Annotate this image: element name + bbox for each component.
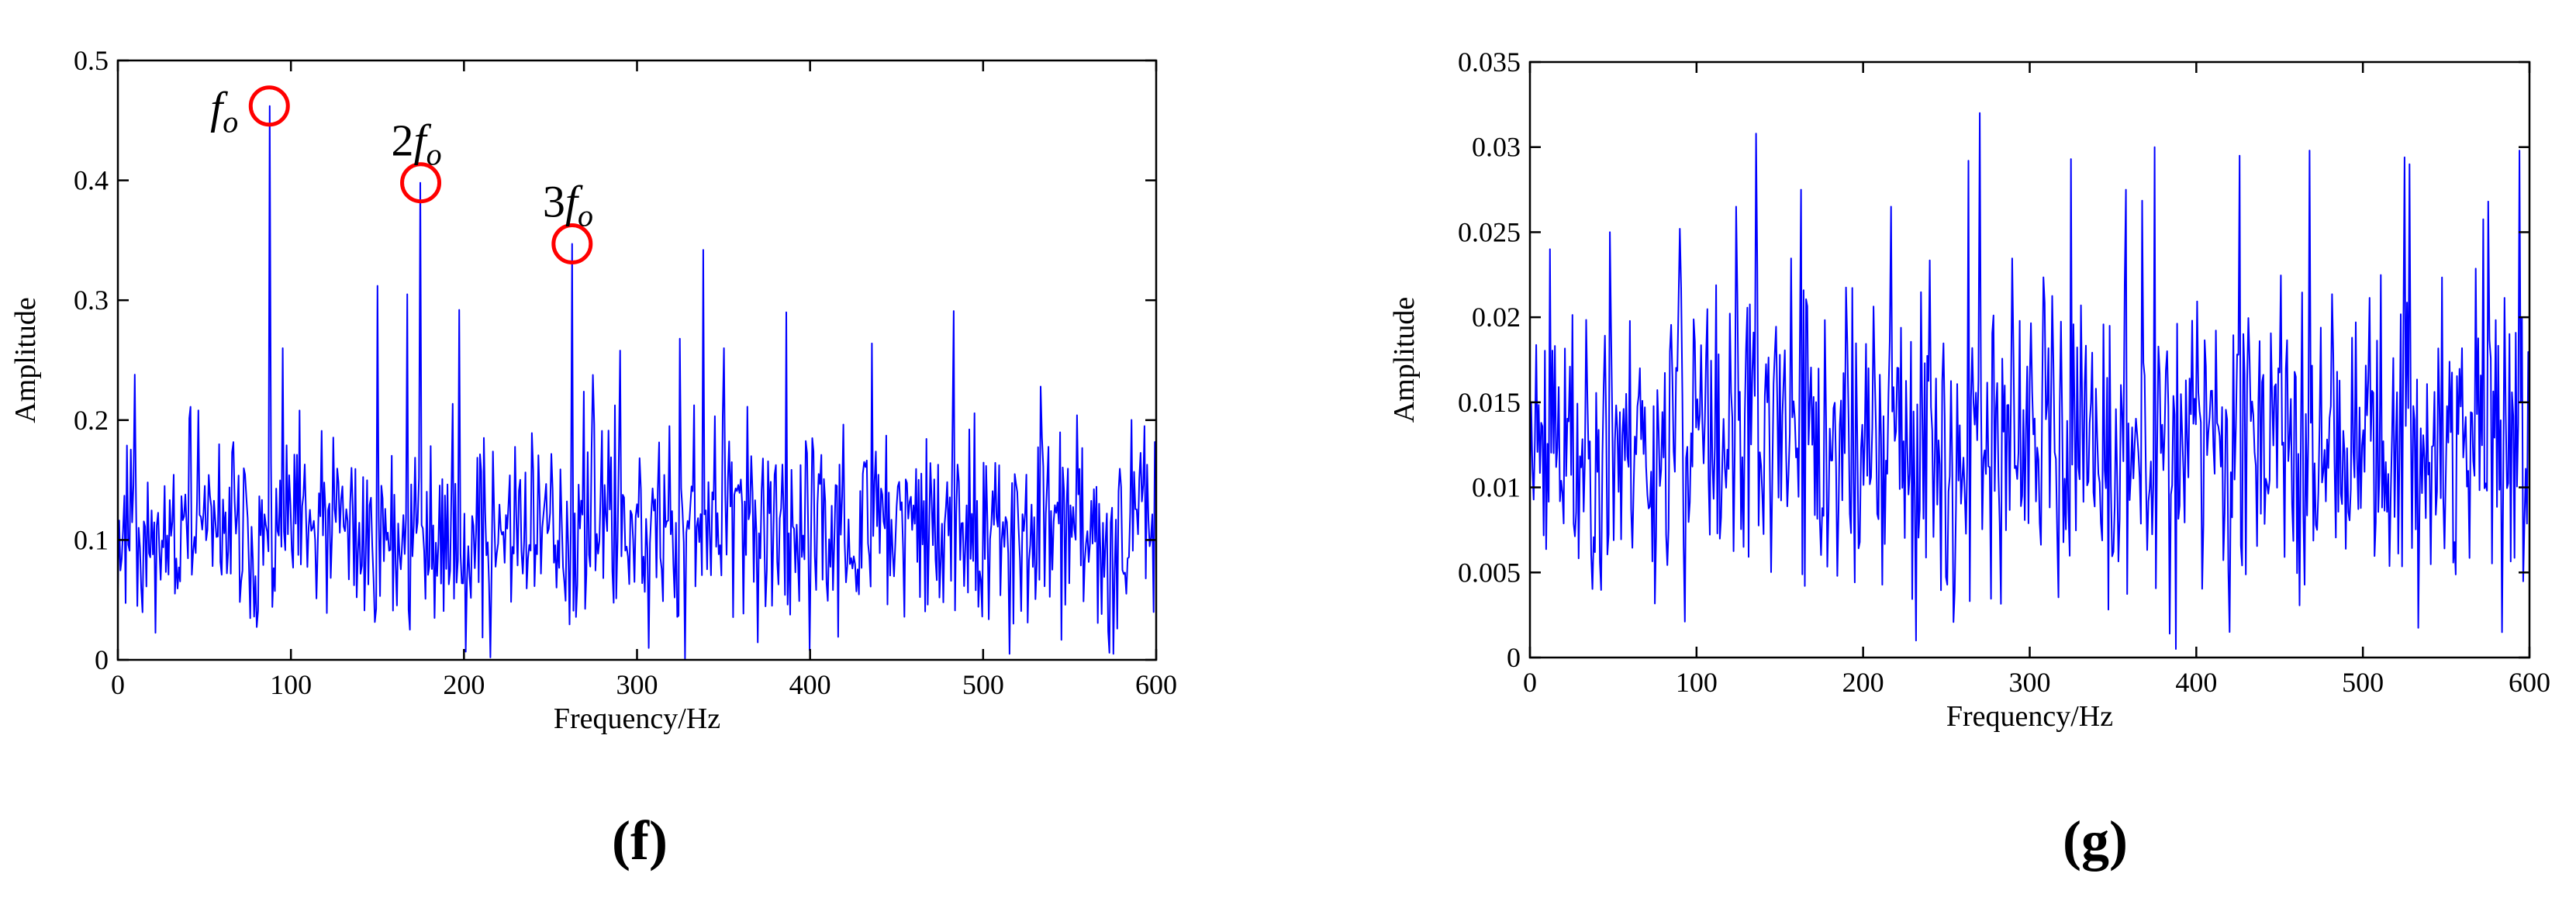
x-tick-label: 600 [2509, 667, 2550, 698]
x-tick-label: 100 [270, 669, 312, 700]
y-tick-label: 0.02 [1472, 302, 1521, 333]
y-axis-title: Amplitude [1388, 297, 1421, 423]
x-tick-label: 200 [443, 669, 485, 700]
panel-label: (g) [2063, 810, 2128, 872]
panel-label: (f) [612, 810, 668, 872]
y-tick-label: 0.1 [74, 524, 109, 555]
y-tick-label: 0.005 [1458, 557, 1521, 588]
y-tick-label: 0.2 [74, 405, 109, 436]
x-tick-label: 0 [111, 669, 125, 700]
x-tick-label: 300 [2009, 667, 2051, 698]
y-axis-title: Amplitude [9, 297, 42, 423]
x-tick-label: 300 [616, 669, 658, 700]
y-tick-label: 0.025 [1458, 216, 1521, 247]
chart-panel-1: 0 100 200 300 400 500 600 0 0.005 0.01 0.015 0.02 0.… [1388, 47, 2550, 872]
x-tick-label: 400 [789, 669, 831, 700]
x-tick-label: 500 [2342, 667, 2384, 698]
y-tick-label: 0.4 [74, 165, 109, 196]
series-line [117, 105, 1157, 660]
peak-marker-circle [248, 85, 290, 127]
x-tick-label: 600 [1135, 669, 1177, 700]
x-tick-label: 200 [1842, 667, 1884, 698]
y-tick-label: 0 [95, 644, 109, 675]
y-tick-label: 0.03 [1472, 132, 1521, 163]
x-tick-label: 0 [1523, 667, 1537, 698]
chart-panel-0: 0 100 200 300 400 500 600 0 0.1 0.2 0.3 0.4 0.5 Frequ… [9, 45, 1177, 872]
x-axis-title: Frequency/Hz [1946, 700, 2113, 733]
peak-annotation: fo [210, 83, 238, 140]
y-tick-label: 0.035 [1458, 47, 1521, 78]
peak-marker-circle [551, 223, 593, 265]
y-tick-label: 0 [1507, 642, 1521, 673]
y-tick-label: 0.5 [74, 45, 109, 76]
x-tick-label: 500 [962, 669, 1004, 700]
x-axis-title: Frequency/Hz [554, 703, 720, 735]
y-tick-label: 0.01 [1472, 472, 1521, 503]
peak-annotation: 2fo [392, 116, 442, 172]
series-line [1529, 112, 2530, 650]
peak-marker-circle [400, 162, 442, 204]
x-tick-label: 100 [1676, 667, 1718, 698]
y-tick-label: 0.015 [1458, 387, 1521, 418]
peak-annotation: 3fo [543, 177, 593, 233]
x-tick-label: 400 [2175, 667, 2217, 698]
y-tick-label: 0.3 [74, 285, 109, 316]
